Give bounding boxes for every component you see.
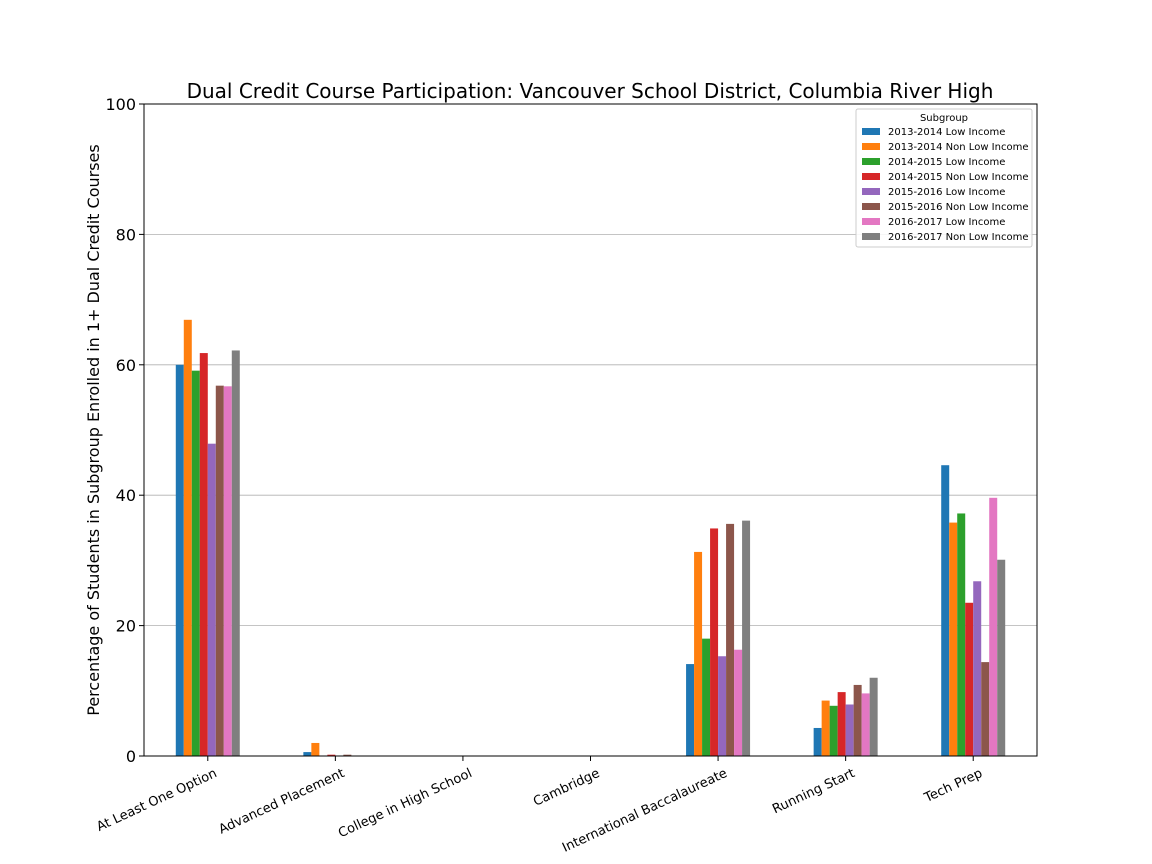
bar — [869, 677, 878, 756]
bar — [694, 551, 703, 756]
y-tick-label: 100 — [105, 95, 136, 114]
legend-label: 2015-2016 Low Income — [888, 187, 1005, 198]
bar — [861, 693, 870, 756]
legend-label: 2013-2014 Non Low Income — [888, 142, 1028, 153]
bar — [207, 443, 216, 756]
x-tick-label: Advanced Placement — [217, 766, 347, 837]
bar — [989, 497, 998, 756]
bar — [742, 520, 751, 756]
bar — [845, 704, 854, 756]
legend-swatch — [862, 173, 880, 180]
bar — [223, 386, 232, 756]
legend: Subgroup 2013-2014 Low Income 2013-2014 N… — [855, 108, 1033, 248]
y-tick-label: 0 — [126, 747, 136, 766]
legend-swatch — [862, 143, 880, 150]
bar — [941, 465, 950, 756]
bar — [175, 364, 184, 756]
x-tick-label: Running Start — [770, 766, 857, 817]
bars — [175, 319, 1006, 756]
y-tick-label: 20 — [116, 617, 136, 636]
bar — [191, 370, 200, 756]
bar — [965, 602, 974, 756]
x-tick-label: Tech Prep — [921, 766, 985, 806]
legend-label: 2014-2015 Low Income — [888, 157, 1005, 168]
bar — [829, 705, 838, 756]
chart-title: Dual Credit Course Participation: Vancou… — [187, 79, 994, 103]
legend-swatch — [862, 188, 880, 195]
bar — [231, 350, 240, 756]
bar — [853, 684, 862, 756]
bar — [973, 581, 982, 756]
legend-box — [855, 108, 1033, 248]
bar — [215, 385, 224, 756]
bar — [813, 727, 822, 756]
bar — [183, 319, 192, 756]
legend-swatch — [862, 233, 880, 240]
y-tick-label: 60 — [116, 356, 136, 375]
legend-label: 2016-2017 Non Low Income — [888, 232, 1028, 243]
bar — [702, 638, 711, 756]
bar — [343, 754, 352, 756]
legend-label: 2016-2017 Low Income — [888, 217, 1005, 228]
bar — [837, 692, 846, 756]
bar — [311, 742, 320, 756]
bar — [303, 752, 312, 756]
bar — [981, 662, 990, 756]
bar — [199, 353, 208, 756]
bar — [327, 754, 336, 756]
bar — [686, 664, 695, 756]
x-tick-label: College in High School — [336, 766, 474, 841]
bar — [710, 528, 719, 756]
bar — [949, 522, 958, 756]
x-tick-label: At Least One Option — [95, 766, 220, 835]
bar — [718, 656, 727, 756]
legend-swatch — [862, 158, 880, 165]
legend-swatch — [862, 203, 880, 210]
legend-label: 2014-2015 Non Low Income — [888, 172, 1028, 183]
legend-label: 2015-2016 Non Low Income — [888, 202, 1028, 213]
bar — [726, 523, 735, 756]
legend-title: Subgroup — [920, 113, 968, 124]
legend-items: 2013-2014 Low Income 2013-2014 Non Low In… — [862, 127, 1028, 243]
y-tick-label: 80 — [116, 225, 136, 244]
y-axis: 0 20 40 60 80 100 — [105, 95, 144, 766]
legend-swatch — [862, 218, 880, 225]
x-tick-label: Cambridge — [531, 766, 602, 810]
y-axis-label: Percentage of Students in Subgroup Enrol… — [84, 144, 103, 715]
bar — [957, 513, 966, 756]
y-tick-label: 40 — [116, 486, 136, 505]
bar — [734, 649, 743, 756]
legend-label: 2013-2014 Low Income — [888, 127, 1005, 138]
bar — [821, 700, 830, 756]
legend-swatch — [862, 128, 880, 135]
gridlines — [144, 233, 1037, 626]
bar — [997, 559, 1006, 756]
